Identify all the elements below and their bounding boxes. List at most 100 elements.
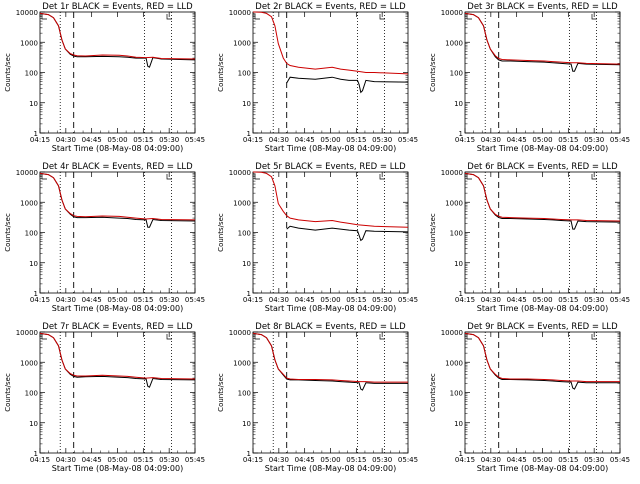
x-axis-label: Start Time (08-May-08 04:09:00) (265, 304, 396, 313)
x-axis-label: Start Time (08-May-08 04:09:00) (477, 144, 608, 153)
corner-marker-right (379, 174, 385, 180)
y-tick-label: 1 (34, 450, 38, 458)
x-tick-label: 05:15 (133, 136, 153, 144)
plot-title: Det 5r BLACK = Events, RED = LLD (255, 162, 406, 172)
x-tick-label: 05:15 (558, 456, 578, 464)
corner-marker-right (166, 14, 172, 20)
x-tick-label: 05:45 (185, 136, 205, 144)
x-tick-label: 05:00 (320, 136, 340, 144)
series-line-lld (464, 172, 621, 222)
y-tick-label: 1 (247, 450, 251, 458)
series-line-lld (39, 12, 196, 60)
y-tick-label: 10000 (441, 9, 463, 17)
y-tick-label: 10 (29, 420, 38, 428)
corner-marker-left (41, 14, 47, 20)
corner-marker-right (166, 334, 172, 340)
x-tick-label: 05:15 (133, 456, 153, 464)
x-tick-label: 05:45 (398, 136, 418, 144)
y-tick-label: 1000 (233, 39, 251, 47)
y-tick-label: 10000 (441, 169, 463, 177)
y-tick-label: 10 (454, 100, 463, 108)
y-tick-label: 1000 (20, 39, 38, 47)
x-tick-label: 04:15 (30, 456, 50, 464)
corner-marker-left (466, 14, 472, 20)
x-tick-label: 04:45 (295, 296, 315, 304)
y-axis-label: Counts/sec (429, 213, 437, 252)
y-tick-label: 10000 (16, 9, 38, 17)
y-tick-label: 1000 (445, 359, 463, 367)
x-axis-label: Start Time (08-May-08 04:09:00) (265, 144, 396, 153)
x-tick-label: 04:15 (455, 456, 475, 464)
y-tick-label: 10000 (16, 169, 38, 177)
y-tick-label: 1000 (445, 39, 463, 47)
x-tick-label: 04:30 (481, 296, 501, 304)
plot-title: Det 7r BLACK = Events, RED = LLD (42, 322, 193, 332)
x-tick-label: 05:45 (610, 136, 630, 144)
x-tick-label: 04:30 (56, 136, 76, 144)
x-tick-label: 05:00 (532, 456, 552, 464)
y-tick-label: 1 (459, 290, 463, 298)
y-tick-label: 10000 (229, 9, 251, 17)
x-tick-label: 05:15 (346, 456, 366, 464)
x-axis-label: Start Time (08-May-08 04:09:00) (52, 464, 183, 473)
detector-plot-7: Det 7r BLACK = Events, RED = LLD 1 10 100 10… (4, 322, 205, 473)
x-tick-label: 05:00 (532, 136, 552, 144)
y-axis-label: Counts/sec (429, 53, 437, 92)
x-tick-label: 04:45 (295, 456, 315, 464)
series-line-lld (252, 11, 409, 75)
y-tick-label: 100 (238, 390, 251, 398)
y-tick-label: 1000 (233, 199, 251, 207)
x-tick-label: 05:45 (398, 456, 418, 464)
x-tick-label: 04:30 (481, 456, 501, 464)
y-axis-label: Counts/sec (4, 373, 12, 412)
x-tick-label: 04:15 (30, 296, 50, 304)
corner-marker-left (254, 334, 260, 340)
x-tick-label: 05:30 (159, 136, 179, 144)
x-tick-label: 05:15 (558, 296, 578, 304)
y-tick-label: 100 (238, 230, 251, 238)
x-tick-label: 05:15 (346, 136, 366, 144)
x-tick-label: 04:15 (455, 136, 475, 144)
corner-marker-right (591, 14, 597, 20)
x-tick-label: 04:30 (481, 136, 501, 144)
series-line-events (286, 225, 409, 242)
corner-marker-left (466, 174, 472, 180)
series-line-lld (252, 332, 408, 383)
y-axis-label: Counts/sec (429, 373, 437, 412)
y-tick-label: 1000 (20, 359, 38, 367)
y-tick-label: 1 (34, 130, 38, 138)
y-tick-label: 100 (450, 70, 463, 78)
x-tick-label: 04:45 (82, 136, 102, 144)
x-tick-label: 05:45 (610, 456, 630, 464)
series-line-lld (252, 171, 409, 228)
x-tick-label: 04:30 (56, 296, 76, 304)
x-tick-label: 04:15 (243, 456, 263, 464)
x-tick-label: 04:30 (269, 136, 289, 144)
x-axis-label: Start Time (08-May-08 04:09:00) (52, 144, 183, 153)
x-axis-label: Start Time (08-May-08 04:09:00) (477, 304, 608, 313)
y-tick-label: 1 (459, 130, 463, 138)
corner-marker-left (254, 14, 260, 20)
y-tick-label: 1000 (20, 199, 38, 207)
detector-plot-2: Det 2r BLACK = Events, RED = LLD 1 10 100 10… (217, 2, 418, 153)
x-tick-label: 05:00 (320, 296, 340, 304)
corner-marker-right (379, 14, 385, 20)
corner-marker-right (166, 174, 172, 180)
plot-title: Det 8r BLACK = Events, RED = LLD (255, 322, 406, 332)
series-line-lld (39, 332, 196, 380)
x-tick-label: 05:30 (584, 136, 604, 144)
x-tick-label: 05:45 (398, 296, 418, 304)
x-tick-label: 05:15 (133, 296, 153, 304)
y-tick-label: 10000 (229, 329, 251, 337)
x-tick-label: 05:30 (159, 296, 179, 304)
corner-marker-left (41, 174, 47, 180)
detector-plot-3: Det 3r BLACK = Events, RED = LLD 1 10 100 10… (429, 2, 630, 153)
x-tick-label: 05:30 (372, 136, 392, 144)
y-axis-label: Counts/sec (4, 53, 12, 92)
series-line-lld (464, 332, 620, 383)
y-tick-label: 1 (34, 290, 38, 298)
x-tick-label: 05:00 (532, 296, 552, 304)
y-tick-label: 1000 (445, 199, 463, 207)
x-tick-label: 05:30 (372, 456, 392, 464)
